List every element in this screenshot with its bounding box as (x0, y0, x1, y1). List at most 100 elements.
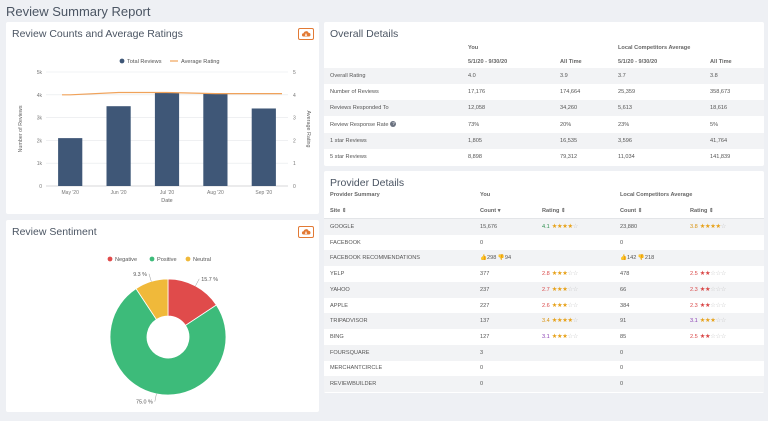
provider-site: FACEBOOK RECOMMENDATIONS (330, 255, 421, 262)
provider-competitor-rating: 3.8 ★★★★☆ (690, 223, 727, 230)
y2-tick-label: 1 (293, 161, 296, 167)
star-rating-icon: ★★★★☆ (551, 223, 579, 230)
thumbs-up-icon: 👍 (620, 255, 627, 262)
provider-competitor-count: 0 (620, 381, 624, 387)
column-header-competitor-count[interactable]: Count ⇕ (620, 208, 643, 214)
overall-group-competitors: Local Competitors Average (618, 45, 691, 51)
y2-tick-label: 0 (293, 184, 296, 190)
star-rating-icon: ★★★☆☆ (699, 317, 727, 325)
overall-row-label: Reviews Responded To (330, 105, 389, 112)
overall-cell: 11,034 (618, 154, 635, 160)
overall-cell: 16,535 (560, 137, 578, 144)
star-rating-icon: ★★☆☆☆ (699, 270, 727, 278)
pie-value-label: 75.0 % (136, 400, 153, 406)
overall-cell: 3,596 (618, 137, 632, 144)
bar[interactable] (154, 92, 180, 186)
overall-alltime-competitors: All Time (710, 59, 732, 65)
star-rating-icon: ★★★☆☆ (551, 285, 579, 293)
overall-cell: 8,898 (468, 154, 482, 160)
column-header-rating[interactable]: Rating ⇕ (542, 208, 566, 214)
provider-site: YAHOO (330, 286, 350, 293)
bar[interactable] (203, 93, 228, 186)
provider-site: BING (330, 333, 344, 340)
chart-legend: Total Reviews Average Rating (119, 58, 219, 65)
y2-tick-label: 2 (293, 138, 296, 144)
overall-cell: 34,260 (560, 105, 578, 112)
provider-rating: 3.4 ★★★★☆ (542, 317, 579, 325)
sort-desc-icon: ▾ (497, 208, 501, 214)
overall-cell: 5,613 (618, 105, 632, 112)
overall-row-label: Number of Reviews (330, 89, 379, 96)
provider-count: 0 (480, 381, 484, 387)
provider-count: 237 (480, 286, 490, 293)
y-tick-label: 1k (37, 161, 43, 167)
chart-legend: Negative Positive Neutral (107, 256, 211, 263)
overall-row: 5 star Reviews 8,898 79,312 11,034 141,839 (324, 149, 764, 165)
y-tick-label: 3k (37, 116, 43, 122)
provider-row: YAHOO 237 2.7 ★★★☆☆ 66 2.3 ★★☆☆☆ (324, 281, 764, 298)
provider-row: APPLE 227 2.6 ★★★☆☆ 384 2.3 ★★☆☆☆ (324, 298, 764, 314)
star-rating-icon: ★★☆☆☆ (699, 285, 727, 293)
legend-marker (107, 256, 113, 262)
y2-axis-label: Average Rating (305, 110, 311, 147)
provider-competitor-rating: 2.3 ★★☆☆☆ (690, 285, 727, 293)
legend-total-reviews: Total Reviews (127, 59, 162, 65)
download-button[interactable] (298, 226, 314, 238)
thumbs-down-icon: 👎 (637, 255, 645, 262)
overall-alltime-you: All Time (560, 59, 582, 65)
provider-group-you: You (480, 192, 491, 198)
provider-row: TRIPADVISOR 137 3.4 ★★★★☆ 91 3.1 ★★★☆☆ (324, 313, 764, 330)
overall-row: Reviews Responded To 12,058 34,260 5,613 18,… (324, 100, 764, 117)
provider-rating: 3.1 ★★★☆☆ (542, 332, 579, 340)
y-axis-label: Number of Reviews (18, 105, 24, 152)
column-header-count[interactable]: Count ▾ (480, 208, 501, 214)
provider-count: 0 (480, 365, 484, 372)
column-header-competitor-rating[interactable]: Rating ⇕ (690, 208, 714, 214)
pie-value-label: 9.3 % (133, 272, 147, 278)
review-counts-chart: Total Reviews Average Rating 0 1k 2k 3k 4k 5k 0 1… (18, 58, 311, 204)
pie-slice-positive[interactable] (109, 288, 227, 396)
provider-rating: 4.1 ★★★★☆ (542, 223, 579, 230)
provider-row: BING 127 3.1 ★★★☆☆ 85 2.5 ★★☆☆☆ (324, 329, 764, 345)
pie-label-leader (154, 393, 157, 402)
provider-row: YELP 377 2.8 ★★★☆☆ 478 2.5 ★★☆☆☆ (324, 266, 764, 282)
y2-tick-label: 3 (293, 116, 296, 122)
overall-row: 1 star Reviews 1,805 16,535 3,596 41,764 (324, 132, 764, 149)
review-counts-card: Review Counts and Average Ratings Total … (6, 22, 319, 214)
average-rating-line[interactable] (62, 91, 282, 96)
provider-row: FACEBOOK RECOMMENDATIONS 👍298 👎94 👍142 👎21… (324, 250, 764, 267)
provider-site: REVIEWBUILDER (330, 381, 377, 387)
help-circle-icon[interactable]: ? (390, 121, 397, 128)
legend-positive: Positive (157, 257, 177, 263)
overall-cell: 5% (710, 121, 719, 128)
bar[interactable] (106, 106, 131, 186)
overall-cell: 3.9 (560, 73, 568, 79)
provider-site: APPLE (330, 302, 349, 309)
pie-label-leader (195, 278, 200, 287)
bar[interactable] (251, 108, 276, 186)
overall-group-you: You (468, 45, 479, 51)
legend-marker (149, 256, 155, 262)
column-header-site[interactable]: Site ⇕ (330, 208, 347, 214)
overall-cell: 12,058 (468, 105, 486, 112)
provider-count: 15,676 (480, 224, 498, 230)
page-title: Review Summary Report (6, 4, 151, 19)
overall-cell: 174,664 (560, 89, 581, 96)
overall-cell: 141,839 (710, 154, 731, 160)
provider-row: GOOGLE 15,676 4.1 ★★★★☆ 23,880 3.8 ★★★★☆ (324, 219, 764, 235)
provider-header-row: Site ⇕ Count ▾ Rating ⇕ Count ⇕ Rating ⇕ (324, 203, 764, 219)
overall-cell: 79,312 (560, 154, 578, 160)
x-axis-label: Date (161, 198, 172, 204)
download-button[interactable] (298, 28, 314, 40)
overall-row-label: Review Response Rate? (330, 121, 397, 128)
bar[interactable] (58, 138, 83, 186)
provider-row: MERCHANTCIRCLE 0 0 (324, 360, 764, 376)
overall-cell: 20% (560, 121, 572, 128)
provider-competitor-count: 478 (620, 271, 630, 278)
provider-competitor-count: 384 (620, 302, 630, 309)
pie-slice-neutral[interactable] (135, 278, 169, 321)
provider-summary-label: Provider Summary (330, 192, 380, 198)
x-tick-label: Aug '20 (207, 190, 224, 196)
provider-competitor-count: 0 (620, 365, 624, 372)
provider-competitor-count: 91 (620, 318, 627, 325)
